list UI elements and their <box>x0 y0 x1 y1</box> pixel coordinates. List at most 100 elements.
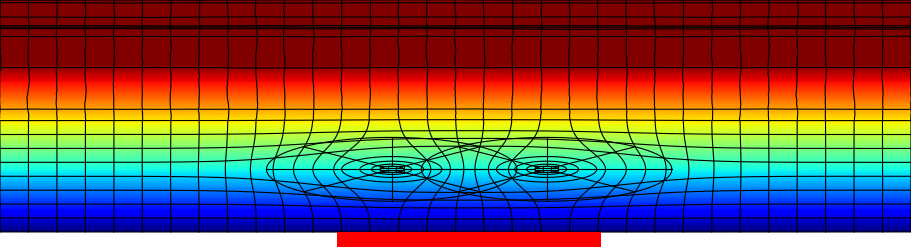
Bar <box>0 70 911 71</box>
Bar <box>0 60 911 61</box>
Bar <box>0 182 911 183</box>
Bar <box>0 122 911 123</box>
Bar <box>0 223 911 224</box>
Bar <box>0 64 911 65</box>
Bar <box>0 113 911 114</box>
Bar <box>0 15 911 16</box>
Bar <box>0 195 911 196</box>
Bar <box>0 117 911 118</box>
Bar <box>0 61 911 62</box>
Bar <box>0 102 911 103</box>
Bar <box>0 205 911 206</box>
Bar <box>0 6 911 7</box>
Bar <box>0 141 911 142</box>
Bar <box>0 225 911 226</box>
Bar <box>0 38 911 39</box>
Bar <box>0 161 911 162</box>
Bar <box>0 2 911 3</box>
Bar <box>0 226 911 227</box>
Bar <box>0 177 911 178</box>
Bar <box>0 219 911 220</box>
Bar <box>0 50 911 51</box>
Bar <box>0 11 911 12</box>
Bar <box>0 112 911 113</box>
Bar <box>0 81 911 82</box>
Bar <box>0 212 911 213</box>
Bar <box>0 27 911 28</box>
Bar <box>0 35 911 36</box>
Bar <box>0 55 911 56</box>
Bar <box>0 215 911 216</box>
Bar <box>0 172 911 173</box>
Bar <box>0 33 911 34</box>
Bar <box>0 211 911 212</box>
Bar <box>0 91 911 92</box>
Bar <box>0 36 911 37</box>
Bar <box>0 145 911 146</box>
Bar <box>0 115 911 116</box>
Bar <box>0 118 911 119</box>
Bar <box>0 178 911 179</box>
Bar <box>0 20 911 21</box>
Bar <box>0 69 911 70</box>
Bar <box>0 175 911 176</box>
Bar <box>0 149 911 150</box>
Bar <box>0 90 911 91</box>
Bar <box>0 164 911 165</box>
Bar <box>0 154 911 155</box>
Bar <box>0 229 911 230</box>
Bar <box>0 79 911 80</box>
Bar <box>0 77 911 78</box>
Bar <box>0 53 911 54</box>
Bar <box>0 44 911 45</box>
Bar <box>0 62 911 63</box>
Bar <box>0 213 911 214</box>
Bar <box>0 157 911 158</box>
Bar <box>0 74 911 75</box>
Bar <box>0 25 911 26</box>
Bar <box>0 108 911 109</box>
Bar <box>0 222 911 223</box>
Bar <box>0 40 911 41</box>
Bar <box>0 89 911 90</box>
Bar <box>0 73 911 74</box>
Bar <box>0 28 911 29</box>
Bar <box>0 99 911 100</box>
Bar <box>0 119 911 120</box>
Bar <box>0 13 911 14</box>
Bar <box>0 12 911 13</box>
Bar <box>0 1 911 2</box>
Bar <box>0 42 911 43</box>
Bar <box>0 100 911 101</box>
Bar <box>0 231 911 232</box>
Bar <box>0 180 911 181</box>
Bar <box>0 22 911 23</box>
Bar <box>0 224 911 225</box>
Bar <box>0 3 911 4</box>
Bar <box>0 194 911 195</box>
Bar <box>0 124 911 125</box>
Bar <box>0 216 911 217</box>
Bar <box>0 169 911 170</box>
Bar <box>0 23 911 24</box>
Bar <box>0 93 911 94</box>
Bar <box>0 51 911 52</box>
Bar <box>0 127 911 128</box>
Bar <box>0 30 911 31</box>
Bar <box>0 106 911 107</box>
Bar <box>0 190 911 191</box>
Bar <box>0 29 911 30</box>
Bar <box>0 192 911 193</box>
Bar <box>0 181 911 182</box>
Bar <box>0 31 911 32</box>
Bar <box>0 200 911 201</box>
Bar <box>0 198 911 199</box>
Bar <box>0 209 911 210</box>
Bar <box>0 170 911 171</box>
Bar <box>0 135 911 136</box>
Bar <box>0 57 911 58</box>
Bar <box>0 14 911 15</box>
Bar <box>0 97 911 98</box>
Bar <box>0 67 911 68</box>
Bar <box>0 156 911 157</box>
